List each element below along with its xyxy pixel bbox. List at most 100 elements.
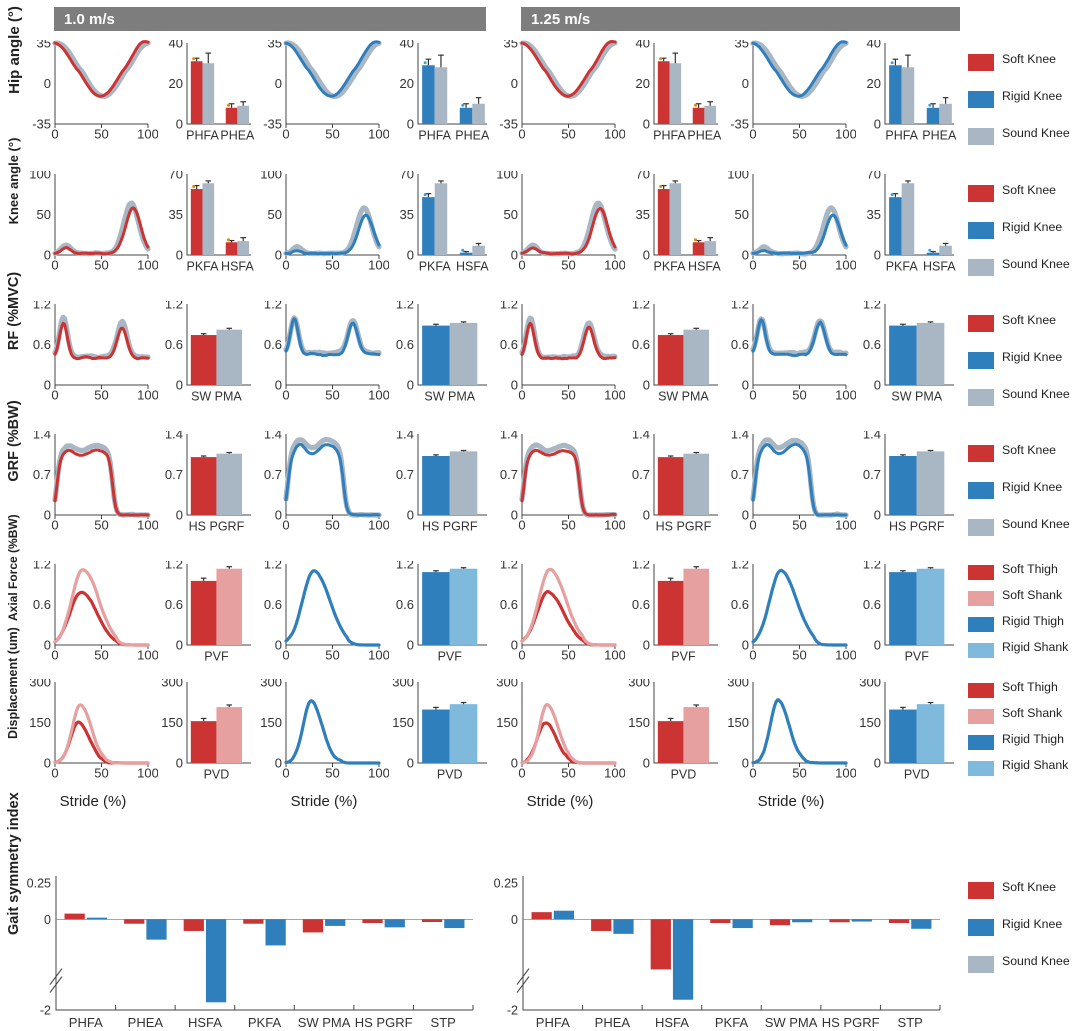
svg-text:HSFA: HSFA (655, 1015, 689, 1030)
svg-text:1.2: 1.2 (396, 301, 414, 312)
svg-text:PVD: PVD (437, 768, 463, 781)
svg-text:1.2: 1.2 (500, 301, 518, 312)
svg-text:PKFA: PKFA (248, 1015, 282, 1030)
svg-text:-35: -35 (499, 117, 518, 132)
svg-text:PVF: PVF (204, 650, 229, 663)
svg-text:150: 150 (859, 715, 881, 730)
svg-text:1.2: 1.2 (632, 561, 650, 572)
svg-text:50: 50 (325, 258, 339, 273)
svg-text:PHFA: PHFA (536, 1015, 570, 1030)
svg-text:0: 0 (643, 508, 650, 523)
svg-text:0: 0 (407, 117, 414, 132)
svg-text:0: 0 (407, 638, 414, 653)
svg-text:-2: -2 (40, 1004, 51, 1018)
svg-text:50: 50 (325, 518, 339, 533)
svg-text:100: 100 (727, 171, 749, 182)
svg-text:35: 35 (37, 40, 51, 51)
svg-text:35: 35 (169, 207, 183, 222)
svg-text:100: 100 (604, 388, 625, 403)
svg-text:150: 150 (161, 715, 183, 730)
svg-text:50: 50 (504, 207, 518, 222)
svg-text:100: 100 (137, 388, 158, 403)
svg-text:70: 70 (169, 171, 183, 182)
svg-text:1.4: 1.4 (264, 431, 282, 442)
svg-text:0: 0 (44, 756, 51, 771)
svg-text:HSFA: HSFA (456, 260, 489, 273)
svg-text:0.7: 0.7 (500, 467, 518, 482)
svg-text:35: 35 (504, 40, 518, 51)
svg-text:0: 0 (282, 766, 289, 781)
svg-text:0.7: 0.7 (632, 467, 650, 482)
svg-text:0: 0 (874, 638, 881, 653)
svg-text:1.2: 1.2 (632, 301, 650, 312)
svg-text:0: 0 (749, 518, 756, 533)
svg-text:100: 100 (368, 648, 389, 663)
svg-text:-35: -35 (730, 117, 749, 132)
svg-text:0: 0 (176, 117, 183, 132)
svg-text:35: 35 (735, 40, 749, 51)
svg-text:HS PGRF: HS PGRF (355, 1015, 413, 1030)
svg-text:0.6: 0.6 (500, 337, 518, 352)
svg-text:HS PGRF: HS PGRF (422, 520, 478, 533)
svg-text:1.2: 1.2 (33, 561, 51, 572)
svg-text:1.2: 1.2 (731, 561, 749, 572)
svg-text:100: 100 (835, 388, 856, 403)
svg-text:100: 100 (137, 518, 158, 533)
svg-text:0: 0 (275, 756, 282, 771)
svg-text:35: 35 (867, 207, 881, 222)
svg-text:300: 300 (260, 679, 282, 690)
svg-text:0: 0 (407, 508, 414, 523)
svg-text:0: 0 (275, 638, 282, 653)
svg-text:0: 0 (51, 518, 58, 533)
svg-text:1.4: 1.4 (396, 431, 414, 442)
svg-text:1.4: 1.4 (632, 431, 650, 442)
svg-text:-35: -35 (32, 117, 51, 132)
svg-text:0: 0 (518, 388, 525, 403)
svg-text:0: 0 (749, 766, 756, 781)
svg-text:0: 0 (44, 248, 51, 263)
svg-text:70: 70 (636, 171, 650, 182)
svg-text:0: 0 (742, 638, 749, 653)
svg-text:HSFA: HSFA (923, 260, 956, 273)
svg-text:50: 50 (268, 207, 282, 222)
svg-text:100: 100 (835, 258, 856, 273)
svg-text:50: 50 (792, 258, 806, 273)
svg-text:0.7: 0.7 (863, 467, 881, 482)
svg-text:50: 50 (94, 258, 108, 273)
svg-text:PVF: PVF (905, 650, 930, 663)
svg-text:0: 0 (44, 638, 51, 653)
svg-text:100: 100 (260, 171, 282, 182)
svg-text:0: 0 (176, 638, 183, 653)
svg-text:0: 0 (511, 913, 518, 927)
svg-text:20: 20 (169, 76, 183, 91)
svg-text:0: 0 (511, 508, 518, 523)
svg-text:PVD: PVD (671, 768, 697, 781)
svg-text:0: 0 (742, 248, 749, 263)
svg-text:50: 50 (792, 648, 806, 663)
svg-text:0: 0 (275, 76, 282, 91)
svg-text:0.6: 0.6 (396, 337, 414, 352)
svg-text:0.25: 0.25 (27, 877, 51, 891)
svg-text:0: 0 (874, 508, 881, 523)
svg-text:SW PMA: SW PMA (765, 1015, 818, 1030)
svg-text:100: 100 (496, 171, 518, 182)
svg-text:PVF: PVF (438, 650, 463, 663)
svg-text:SW PMA: SW PMA (658, 390, 709, 403)
svg-text:0: 0 (275, 378, 282, 393)
svg-text:50: 50 (37, 207, 51, 222)
svg-text:HS PGRF: HS PGRF (822, 1015, 880, 1030)
svg-text:-2: -2 (507, 1004, 518, 1018)
svg-text:0.6: 0.6 (165, 597, 183, 612)
svg-text:0: 0 (44, 378, 51, 393)
svg-text:150: 150 (260, 715, 282, 730)
svg-text:40: 40 (867, 40, 881, 51)
svg-text:PHFA: PHFA (418, 129, 451, 142)
svg-text:STP: STP (431, 1015, 456, 1030)
svg-text:0: 0 (176, 508, 183, 523)
svg-text:0: 0 (742, 76, 749, 91)
svg-text:1.2: 1.2 (165, 301, 183, 312)
svg-text:1.4: 1.4 (500, 431, 518, 442)
svg-text:100: 100 (835, 648, 856, 663)
svg-text:50: 50 (561, 648, 575, 663)
svg-text:0: 0 (749, 388, 756, 403)
